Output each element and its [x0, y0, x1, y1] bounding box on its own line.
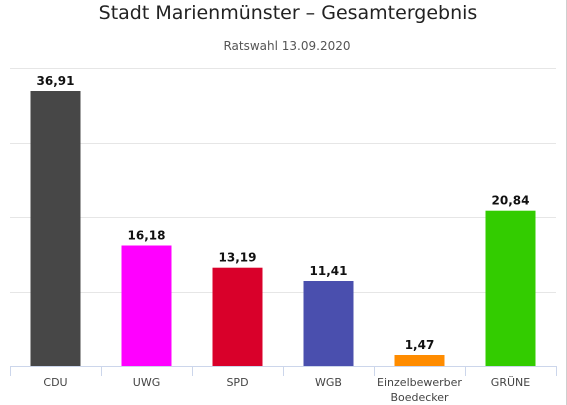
bar-spd[interactable] [212, 267, 263, 366]
data-label: 13,19 [219, 251, 257, 265]
grid [10, 68, 556, 293]
bar-cdu[interactable] [30, 91, 81, 366]
bar-wgb[interactable] [303, 281, 354, 366]
x-tick-label: Einzelbewerber Boedecker [377, 376, 462, 404]
bar-grüne[interactable] [485, 210, 536, 366]
x-tick-label: WGB [315, 376, 342, 389]
x-axis: CDU UWG SPD WGB Einzelbewerber Boedecker GRÜNE [10, 366, 557, 404]
chart-title: Stadt Marienmünster – Gesamtergebnis [99, 2, 478, 24]
x-tick-label: UWG [133, 376, 160, 389]
bar-uwg[interactable] [121, 245, 172, 367]
chart-subtitle: Ratswahl 13.09.2020 [223, 39, 350, 53]
data-labels: 36,91 16,18 13,19 11,41 1,47 20,84 [37, 74, 530, 352]
bar-einzelbewerber-boedecker[interactable] [394, 355, 445, 366]
data-label: 11,41 [310, 264, 348, 278]
data-label: 16,18 [128, 229, 166, 243]
x-tick-label: GRÜNE [491, 376, 530, 389]
x-tick-label: CDU [43, 376, 67, 389]
bars [30, 91, 536, 367]
data-label: 20,84 [492, 194, 530, 208]
data-label: 36,91 [37, 74, 75, 88]
data-label: 1,47 [405, 338, 435, 352]
x-tick-label: SPD [226, 376, 248, 389]
